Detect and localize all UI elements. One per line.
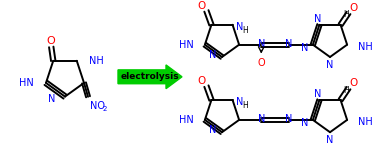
Text: N: N [326,135,334,145]
Text: N: N [285,39,292,49]
Text: O: O [197,1,206,11]
Text: NO: NO [90,101,105,111]
Text: O: O [197,76,206,86]
Text: HN: HN [179,115,194,125]
Text: O: O [257,59,265,69]
Text: N: N [235,97,243,107]
Text: N: N [301,43,308,53]
Text: NH: NH [358,42,373,52]
Text: H: H [243,101,248,110]
Text: NH: NH [89,56,104,66]
Text: N: N [314,89,321,99]
Text: N: N [257,39,265,49]
Text: O: O [47,36,56,46]
Text: N: N [285,114,292,124]
Text: H: H [243,26,248,35]
Text: 2: 2 [102,106,106,112]
Text: N: N [326,60,334,70]
Text: N: N [209,125,216,135]
Text: O: O [349,78,358,88]
Text: N: N [209,50,216,60]
Text: NH: NH [358,117,373,127]
Text: O: O [349,3,358,13]
Text: N: N [235,22,243,32]
Text: N: N [257,114,265,124]
Text: N: N [48,94,55,104]
FancyArrow shape [118,65,182,89]
Text: H: H [344,86,349,95]
Text: electrolysis: electrolysis [121,72,179,81]
Text: N: N [301,118,308,128]
Text: HN: HN [19,78,34,88]
Text: N: N [314,14,321,24]
Text: H: H [344,10,349,19]
Text: HN: HN [179,40,194,50]
